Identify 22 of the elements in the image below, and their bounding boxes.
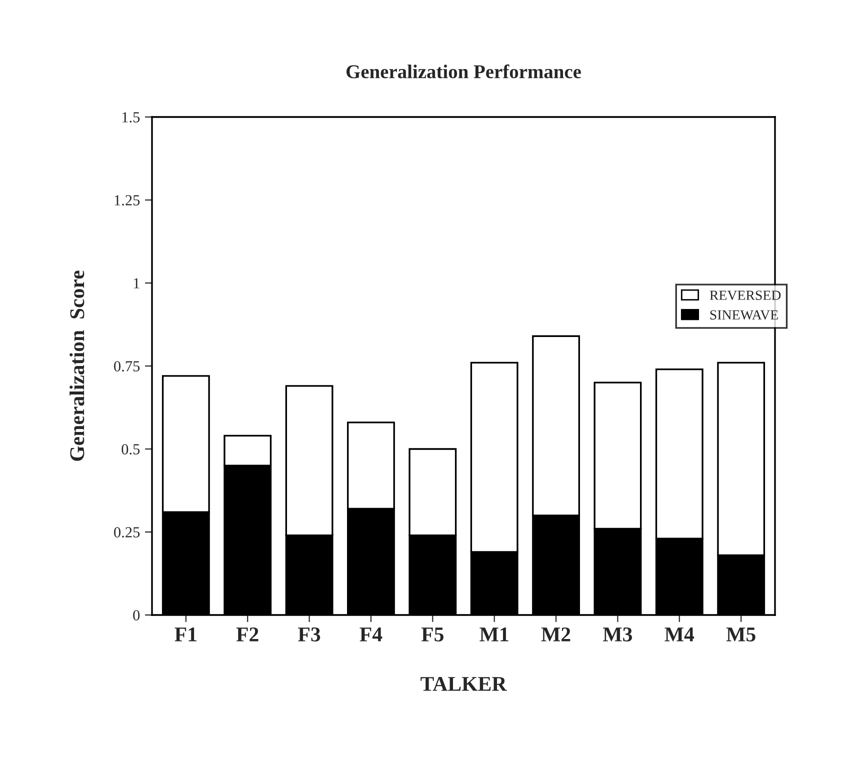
y-tick-label: 1.5 [122,112,140,123]
x-tick-label: F3 [298,627,320,642]
chart-title: Generalization Performance [346,64,581,78]
x-axis-title: TALKER [420,676,507,691]
x-tick-label: M1 [480,628,508,642]
legend-label: SINEWAVE [710,310,778,320]
y-tick-label: 0.25 [114,527,140,538]
x-tick-label: M4 [664,628,694,642]
y-tick-label: 1.25 [114,195,140,206]
y-tick-label: 0.5 [122,444,140,455]
x-tick-label: F4 [360,628,382,642]
x-tick-label: F1 [174,628,196,642]
y-tick-label: 0.75 [114,361,140,372]
x-tick-label: M3 [603,627,632,642]
legend-label: REVERSED [710,290,781,300]
y-tick-label: 0 [133,610,140,620]
x-tick-label: M2 [541,627,570,642]
y-tick-label: 1 [134,278,140,288]
x-tick-label: M5 [726,628,756,642]
y-axis-title: Generalization Score [70,270,84,461]
x-tick-label: F5 [421,628,444,642]
x-tick-label: F2 [236,627,258,642]
